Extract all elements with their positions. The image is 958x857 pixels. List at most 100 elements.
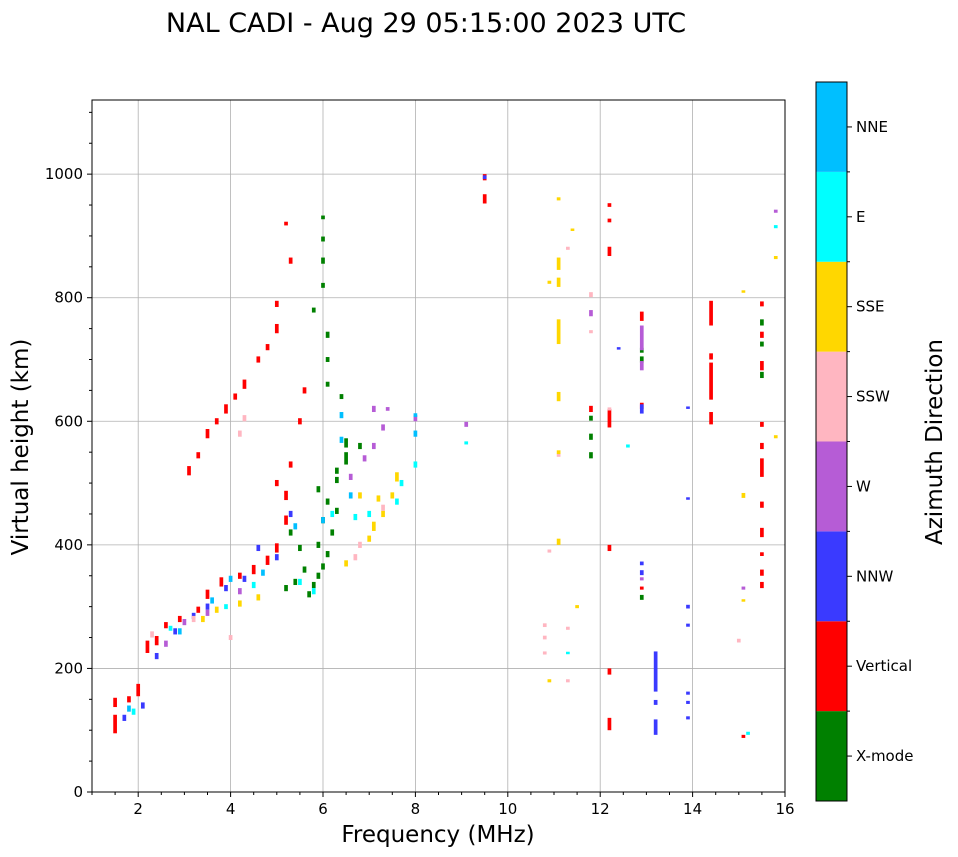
data-point: [482, 175, 487, 180]
data-point: [413, 430, 418, 437]
data-point: [639, 561, 644, 566]
data-point: [566, 679, 570, 683]
data-point: [228, 635, 233, 641]
data-point: [335, 467, 339, 474]
data-point: [626, 444, 630, 448]
data-point: [709, 353, 713, 360]
data-point: [228, 575, 233, 582]
colorbar-label: SSW: [856, 388, 890, 406]
data-point: [298, 578, 302, 586]
data-point: [256, 544, 261, 552]
data-point: [339, 436, 344, 443]
data-point: [325, 551, 330, 558]
data-point: [653, 699, 658, 705]
data-point: [760, 569, 764, 576]
data-point: [773, 435, 778, 439]
data-point: [686, 604, 690, 609]
data-point: [570, 228, 575, 231]
data-point: [348, 473, 353, 480]
y-axis-title: Virtual height (km): [8, 339, 34, 556]
data-point: [482, 194, 487, 204]
data-point: [390, 492, 395, 499]
data-point: [164, 640, 168, 647]
data-point: [589, 330, 593, 334]
data-point: [358, 541, 362, 548]
data-point: [284, 221, 288, 226]
y-tick-label: 0: [73, 783, 83, 801]
data-point: [589, 310, 593, 317]
data-point: [556, 450, 561, 455]
data-marks: [113, 174, 778, 738]
data-point: [293, 523, 298, 530]
data-point: [237, 600, 242, 607]
data-point: [395, 498, 399, 505]
data-point: [339, 412, 344, 419]
data-point: [325, 498, 330, 505]
data-point: [316, 572, 321, 579]
data-point: [607, 668, 612, 675]
data-point: [154, 635, 159, 646]
colorbar-segment-x-mode: [816, 711, 847, 801]
data-point: [113, 697, 117, 708]
series-w: [164, 209, 778, 647]
data-point: [298, 544, 302, 552]
data-point: [131, 708, 136, 715]
colorbar-segment-nnw: [816, 531, 847, 622]
data-point: [274, 323, 279, 334]
data-point: [686, 700, 690, 704]
colorbar-label: SSE: [856, 298, 885, 316]
data-point: [154, 652, 159, 660]
data-point: [746, 731, 750, 735]
data-point: [709, 300, 713, 326]
data-point: [224, 604, 228, 610]
data-point: [344, 438, 348, 448]
series-x-mode: [284, 215, 764, 600]
data-point: [302, 387, 307, 394]
data-point: [288, 257, 293, 264]
data-point: [330, 510, 335, 518]
data-point: [321, 236, 325, 242]
x-tick-label: 6: [318, 800, 328, 818]
data-point: [219, 577, 224, 587]
data-point: [686, 716, 690, 720]
data-point: [381, 510, 385, 518]
data-point: [298, 418, 302, 425]
data-point: [127, 696, 131, 703]
data-point: [639, 361, 644, 371]
data-point: [773, 209, 778, 213]
data-point: [237, 430, 242, 437]
data-point: [589, 292, 593, 298]
data-point: [316, 541, 321, 548]
data-point: [330, 529, 335, 536]
data-point: [367, 510, 372, 518]
x-tick-label: 16: [775, 800, 794, 818]
data-point: [760, 361, 764, 371]
data-point: [760, 552, 764, 556]
data-point: [288, 461, 293, 468]
colorbar-label: W: [856, 477, 871, 495]
colorbar-label: NNE: [856, 118, 888, 136]
data-point: [371, 442, 376, 450]
colorbar-segment-nne: [816, 82, 847, 172]
data-point: [127, 705, 131, 712]
data-point: [274, 300, 279, 307]
data-point: [371, 521, 376, 531]
data-point: [168, 625, 173, 631]
data-point: [214, 418, 219, 425]
data-point: [760, 341, 764, 347]
data-point: [321, 563, 325, 570]
data-point: [773, 225, 778, 229]
data-point: [210, 597, 214, 604]
data-point: [607, 544, 612, 552]
data-point: [741, 734, 746, 738]
colorbar-label: NNW: [856, 567, 893, 585]
data-point: [607, 218, 612, 223]
data-point: [741, 599, 746, 602]
series-ssw: [150, 246, 741, 683]
data-point: [196, 606, 201, 613]
data-point: [566, 651, 570, 655]
data-point: [187, 466, 191, 476]
data-point: [293, 578, 298, 586]
data-point: [182, 619, 187, 626]
data-point: [639, 356, 644, 363]
